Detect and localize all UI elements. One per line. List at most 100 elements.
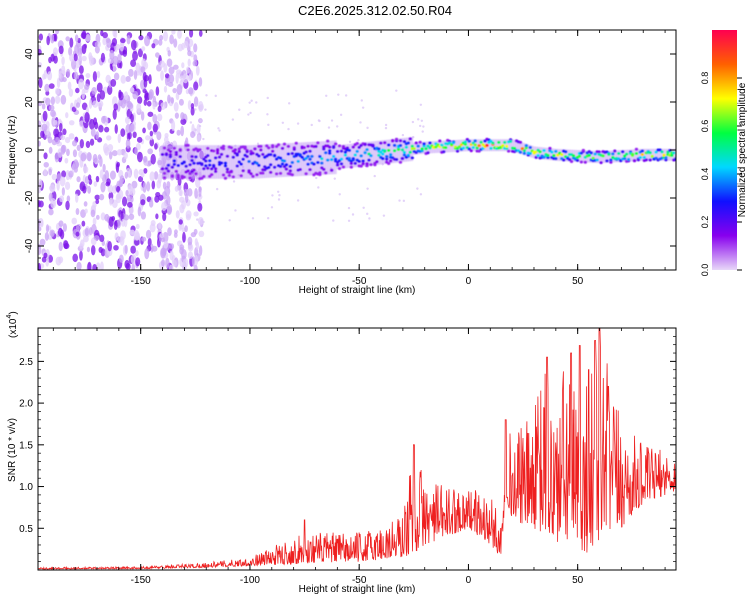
- heatmap-halo-cell: [607, 150, 610, 163]
- heatmap-noise-cell: [43, 161, 49, 168]
- heatmap-noise-cell: [74, 34, 79, 43]
- heatmap-ridge-cell: [381, 157, 385, 161]
- heatmap-ridge-cell: [438, 139, 442, 143]
- heatmap-noise-cell: [141, 58, 147, 68]
- heatmap-faint-cell: [204, 108, 207, 111]
- heatmap-ridge-cell: [390, 139, 395, 143]
- heatmap-noise-cell: [80, 152, 87, 162]
- heatmap-ridge-cell: [383, 149, 387, 153]
- heatmap-faint-cell: [247, 113, 250, 116]
- heatmap-noise-cell: [92, 100, 99, 108]
- heatmap-halo-cell: [550, 148, 554, 161]
- heatmap-noise-cell: [174, 185, 179, 192]
- heatmap-noise-cell: [67, 81, 72, 90]
- heatmap-noise-cell: [98, 124, 104, 133]
- heatmap-faint-cell: [228, 219, 231, 222]
- heatmap-halo-cell: [329, 140, 333, 175]
- heatmap-noise-cell: [58, 70, 62, 79]
- heatmap-noise-cell: [199, 103, 204, 111]
- heatmap-ridge-cell: [249, 149, 253, 153]
- heatmap-noise-cell: [145, 135, 151, 141]
- heatmap-noise-cell: [50, 109, 56, 118]
- heatmap-ridge-cell: [351, 145, 355, 149]
- heatmap-ridge-cell: [644, 158, 648, 162]
- heatmap-ridge-cell: [503, 140, 507, 144]
- heatmap-x-axis: -150 -100 -50 0 50: [52, 30, 666, 287]
- heatmap-ridge-cell: [265, 144, 269, 148]
- heatmap-noise-cell: [198, 186, 202, 192]
- heatmap-ridge-cell: [204, 164, 208, 168]
- heatmap-noise-cell: [153, 171, 159, 180]
- heatmap-noise-cell: [124, 171, 128, 179]
- snr-series-line: [38, 328, 676, 570]
- heatmap-noise-cell: [170, 97, 175, 104]
- heatmap-noise-cell: [48, 104, 55, 112]
- heatmap-noise-cell: [81, 30, 87, 40]
- heatmap-noise-cell: [79, 250, 83, 261]
- heatmap-noise-cell: [190, 103, 195, 109]
- heatmap-ridge-cell: [190, 155, 194, 159]
- heatmap-noise-cell: [108, 151, 113, 160]
- heatmap-noise-cell: [84, 111, 90, 123]
- heatmap-noise-cell: [151, 245, 158, 252]
- heatmap-noise-cell: [144, 35, 151, 47]
- heatmap-ridge-cell: [518, 140, 523, 144]
- heatmap-noise-cell: [113, 244, 119, 251]
- heatmap-ridge-cell: [457, 145, 462, 149]
- heatmap-noise-cell: [48, 56, 52, 64]
- heatmap-ridge-cell: [489, 139, 493, 143]
- heatmap-halo-cell: [618, 150, 621, 163]
- heatmap-ridge-cell: [597, 150, 601, 154]
- heatmap-noise-cell: [116, 102, 121, 112]
- heatmap-noise-cell: [134, 232, 141, 241]
- heatmap-ridge-cell: [506, 149, 511, 153]
- heatmap-noise-cell: [50, 197, 57, 209]
- heatmap-noise-cell: [76, 144, 81, 152]
- heatmap-noise-cell: [177, 177, 182, 186]
- heatmap-ridge-cell: [268, 170, 273, 174]
- heatmap-noise-cell: [158, 222, 162, 230]
- heatmap-halo-cell: [417, 142, 420, 155]
- heatmap-noise-cell: [142, 127, 146, 134]
- heatmap-halo-cell: [314, 141, 318, 176]
- heatmap-ridge-cell: [536, 153, 540, 157]
- heatmap-ridge-cell: [406, 141, 411, 145]
- heatmap-ridge-cell: [304, 172, 308, 176]
- heatmap-ridge-cell: [599, 161, 603, 165]
- heatmap-halo-cell: [541, 147, 545, 160]
- heatmap-ridge-cell: [650, 154, 654, 158]
- heatmap-noise-cell: [66, 148, 70, 157]
- heatmap-ridge-cell: [306, 154, 310, 158]
- heatmap-ridge-cell: [469, 149, 473, 153]
- heatmap-halo-cell: [185, 145, 189, 179]
- snr-y-tick-label: 1.5: [19, 440, 33, 451]
- heatmap-halo-cell: [264, 144, 267, 178]
- heatmap-noise-cell: [192, 60, 198, 67]
- heatmap-noise-cell: [87, 174, 92, 181]
- heatmap-halo-cell: [657, 148, 661, 161]
- heatmap-noise-cell: [187, 58, 191, 67]
- heatmap-ridge-cell: [410, 156, 414, 160]
- heatmap-ridge-cell: [363, 143, 367, 147]
- heatmap-noise-cell: [113, 72, 120, 81]
- heatmap-ridge-cell: [217, 155, 222, 159]
- heatmap-noise-cell: [47, 71, 53, 81]
- heatmap-noise-cell: [169, 250, 174, 261]
- heatmap-ridge-cell: [223, 164, 228, 168]
- heatmap-noise-cell: [82, 185, 87, 194]
- heatmap-ridge-cell: [304, 156, 308, 160]
- heatmap-ridge-cell: [355, 142, 359, 146]
- heatmap-noise-cell: [56, 180, 60, 191]
- heatmap-noise-cell: [110, 78, 117, 87]
- heatmap-noise-cell: [104, 126, 110, 133]
- heatmap-noise-cell: [90, 209, 96, 218]
- heatmap-noise-cell: [85, 140, 91, 149]
- heatmap-halo-cell: [338, 144, 342, 169]
- colorbar-tick-label: 0.0: [700, 264, 710, 277]
- heatmap-noise-cell: [163, 31, 168, 42]
- heatmap-ridge-cell: [642, 155, 647, 159]
- heatmap-noise-cell: [198, 245, 203, 257]
- heatmap-ridge-cell: [219, 152, 224, 156]
- heatmap-noise-cell: [82, 235, 89, 243]
- heatmap-noise-cell: [38, 77, 43, 89]
